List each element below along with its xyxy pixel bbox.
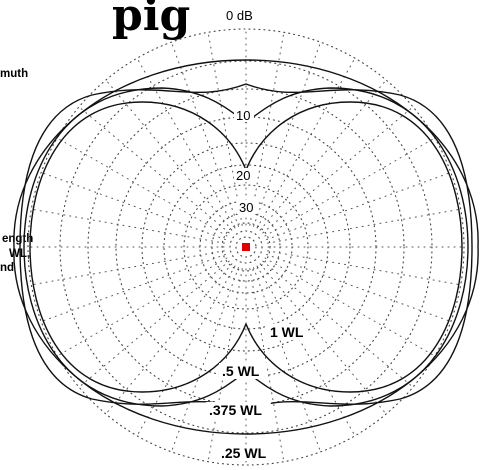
grid-circle-1: [59, 60, 433, 434]
grid-circle-2: [87, 88, 405, 406]
grid-spoke-250: [40, 254, 226, 323]
ring-label-1: 10: [236, 108, 250, 123]
curve-label-1: .5 WL: [222, 363, 260, 379]
grid-spoke-70: [266, 171, 452, 240]
pattern-curve-0: [13, 59, 479, 435]
curve-label-bg-3: [218, 445, 275, 461]
grid-circle-9: [221, 222, 271, 272]
ring-label-0: 0 dB: [226, 8, 253, 23]
grid-spoke-320: [105, 79, 233, 231]
grid-spoke-120: [264, 257, 436, 357]
center-marker: [242, 243, 250, 251]
grid-spoke-300: [56, 137, 228, 237]
side-label-and: nd: [0, 262, 14, 274]
side-label-length: ength: [2, 233, 33, 245]
grid-spoke-110: [266, 254, 452, 323]
grid-circle-10: [229, 230, 263, 264]
side-label-azimuth: muth: [0, 68, 28, 80]
grid-spoke-140: [259, 263, 387, 415]
grid-spoke-170: [249, 268, 285, 463]
curve-label-3: .25 WL: [221, 445, 267, 461]
grid-spoke-150: [256, 265, 356, 437]
grid-spoke-30: [256, 57, 356, 229]
curve-label-bg-0: [267, 324, 307, 340]
grid-spoke-50: [262, 106, 414, 234]
grid-spoke-130: [262, 260, 414, 388]
grid-spoke-20: [253, 41, 322, 227]
ring-label-3: 30: [239, 200, 253, 215]
curve-label-2: .375 WL: [209, 402, 262, 418]
title-fragment: pig: [112, 0, 190, 41]
grid-spoke-260: [30, 250, 225, 286]
curve-label-0: 1 WL: [270, 324, 304, 340]
grid-circle-6: [183, 184, 309, 310]
grid-spoke-100: [267, 250, 462, 286]
ring-label-bg-2: [234, 168, 254, 182]
curve-label-bg-2: [206, 402, 271, 418]
grid-spoke-40: [259, 79, 387, 231]
grid-circle-0: [27, 28, 465, 466]
ring-label-2: 20: [236, 168, 250, 183]
grid-circle-11: [235, 236, 257, 258]
grid-spoke-280: [30, 208, 225, 244]
grid-spoke-290: [40, 171, 226, 240]
ring-label-bg-0: [224, 8, 260, 22]
grid-circle-4: [141, 142, 351, 352]
grid-spoke-10: [249, 31, 285, 226]
grid-spoke-220: [105, 263, 233, 415]
curve-label-bg-1: [219, 363, 267, 379]
grid-spoke-350: [207, 31, 243, 226]
ring-label-bg-1: [234, 108, 254, 122]
ring-labels: 0 dB 10 20 30: [224, 8, 260, 215]
grid-spoke-340: [170, 41, 239, 227]
grid-spoke-310: [78, 106, 230, 234]
pattern-curve-3: [29, 101, 463, 393]
grid-spoke-330: [136, 57, 236, 229]
grid-spoke-240: [56, 257, 228, 357]
grid-spoke-230: [78, 260, 230, 388]
grid-spoke-190: [207, 268, 243, 463]
grid-spoke-60: [264, 137, 436, 237]
grid-spoke-80: [267, 208, 462, 244]
grid-spoke-160: [253, 267, 322, 453]
grid-spoke-210: [136, 265, 236, 437]
ring-label-bg-3: [237, 200, 257, 214]
grid-spoke-200: [170, 267, 239, 453]
curve-labels: 1 WL .5 WL .375 WL .25 WL: [206, 324, 307, 461]
